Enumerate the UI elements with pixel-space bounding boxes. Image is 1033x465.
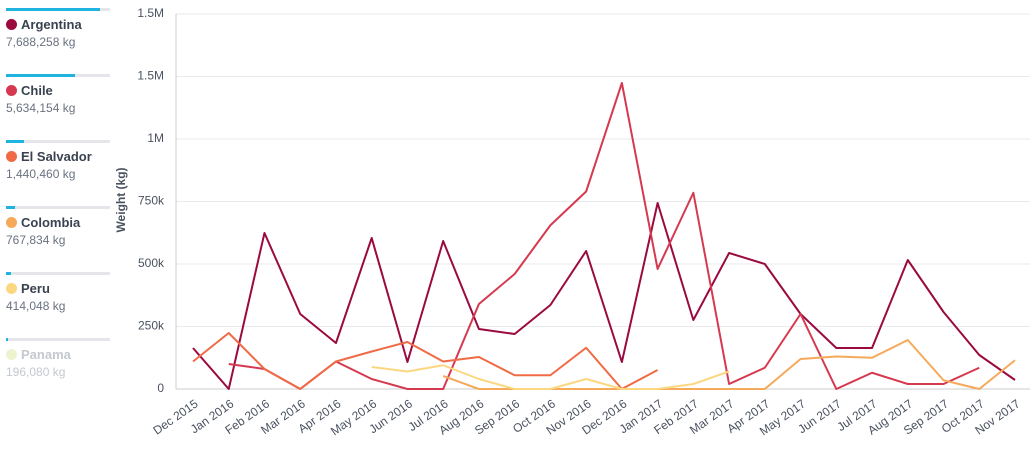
share-bar <box>6 140 24 143</box>
legend-name: Panama <box>21 347 71 362</box>
share-bar <box>6 8 100 11</box>
legend-total: 5,634,154 kg <box>6 101 76 115</box>
series-line <box>371 364 730 390</box>
legend: Argentina 7,688,258 kg Chile 5,634,154 kg El… <box>6 8 110 404</box>
y-tick-label: 1.5M <box>137 69 164 83</box>
legend-name-row: Argentina <box>6 17 110 32</box>
legend-item[interactable]: Panama 196,080 kg <box>6 338 110 404</box>
legend-name-row: El Salvador <box>6 149 110 164</box>
legend-name-row: Colombia <box>6 215 110 230</box>
y-tick-label: 500k <box>138 256 165 270</box>
share-track <box>6 338 110 341</box>
y-axis-label: Weight (kg) <box>114 167 128 232</box>
series-line <box>192 332 659 390</box>
legend-dot <box>6 283 17 294</box>
legend-name-row: Chile <box>6 83 110 98</box>
legend-name: Chile <box>21 83 53 98</box>
legend-dot <box>6 349 17 360</box>
legend-total: 7,688,258 kg <box>6 35 76 49</box>
legend-total: 414,048 kg <box>6 299 66 313</box>
share-bar <box>6 74 75 77</box>
share-bar <box>6 206 16 209</box>
legend-name: Peru <box>21 281 50 296</box>
legend-dot <box>6 151 17 162</box>
series-line <box>192 202 1016 390</box>
legend-item[interactable]: Argentina 7,688,258 kg <box>6 8 110 74</box>
legend-name: El Salvador <box>21 149 92 164</box>
legend-name: Argentina <box>21 17 82 32</box>
share-track <box>6 140 110 143</box>
legend-item[interactable]: Colombia 767,834 kg <box>6 206 110 272</box>
legend-name-row: Peru <box>6 281 110 296</box>
legend-item[interactable]: Peru 414,048 kg <box>6 272 110 338</box>
legend-total: 196,080 kg <box>6 365 66 379</box>
legend-item[interactable]: Chile 5,634,154 kg <box>6 74 110 140</box>
legend-item[interactable]: El Salvador 1,440,460 kg <box>6 140 110 206</box>
share-bar <box>6 272 12 275</box>
share-track <box>6 74 110 77</box>
series-line <box>228 82 980 390</box>
y-tick-label: 1M <box>147 131 164 145</box>
legend-name: Colombia <box>21 215 81 230</box>
legend-dot <box>6 19 17 30</box>
y-tick-label: 750k <box>138 194 165 208</box>
y-tick-label: 0 <box>157 381 164 395</box>
legend-dot <box>6 85 17 96</box>
share-track <box>6 272 110 275</box>
legend-total: 1,440,460 kg <box>6 167 76 181</box>
legend-dot <box>6 217 17 228</box>
legend-total: 767,834 kg <box>6 233 66 247</box>
y-tick-label: 250k <box>138 319 165 333</box>
share-track <box>6 8 110 11</box>
legend-name-row: Panama <box>6 347 110 362</box>
share-track <box>6 206 110 209</box>
share-bar <box>6 338 9 341</box>
y-tick-label: 1.5M <box>137 6 164 20</box>
